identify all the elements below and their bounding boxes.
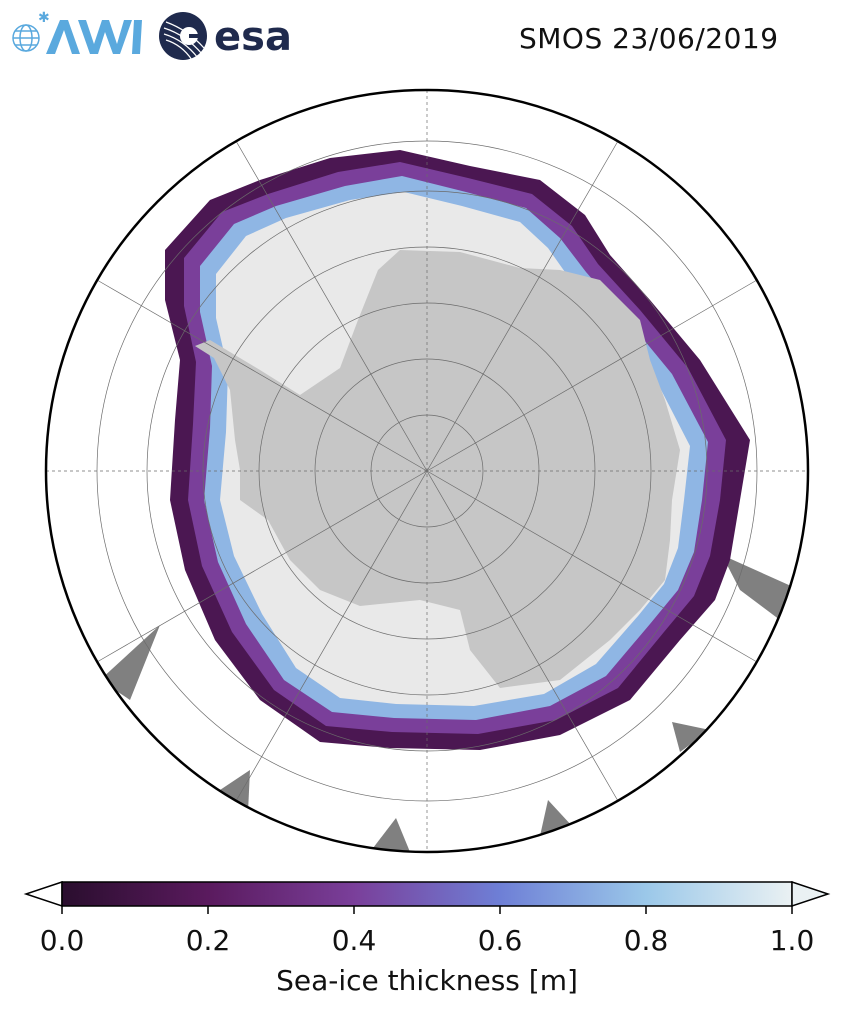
colorbar: [23, 880, 831, 914]
colorbar-label: Sea-ice thickness [m]: [276, 964, 578, 997]
colorbar-ticks: [61, 906, 793, 914]
esa-emblem-icon: [159, 12, 207, 61]
star-icon: ✱: [38, 10, 50, 26]
sea-ice-map: [44, 88, 810, 854]
colorbar-tick-label: 0.6: [477, 924, 523, 957]
colorbar-tick-label: 0.2: [185, 924, 231, 957]
awi-logo: ✱: [12, 10, 142, 54]
graticule: [46, 90, 808, 852]
awi-letters: [46, 20, 142, 54]
antarctica-land: [195, 250, 680, 688]
colorbar-tick-label: 0.8: [623, 924, 669, 957]
map-boundary: [44, 88, 810, 854]
map-title: SMOS 23/06/2019: [519, 22, 779, 55]
globe-icon: [12, 24, 40, 52]
esa-wordmark: esa: [214, 14, 292, 60]
colorbar-gradient: [61, 881, 793, 907]
colorbar-tick-label: 0.0: [39, 924, 85, 957]
colorbar-extend-low: [23, 880, 63, 908]
colorbar-tick-label: 0.4: [331, 924, 377, 957]
colorbar-extend-high: [791, 880, 831, 908]
colorbar-tick-label: 1.0: [769, 924, 815, 957]
esa-logo: esa: [159, 12, 292, 61]
